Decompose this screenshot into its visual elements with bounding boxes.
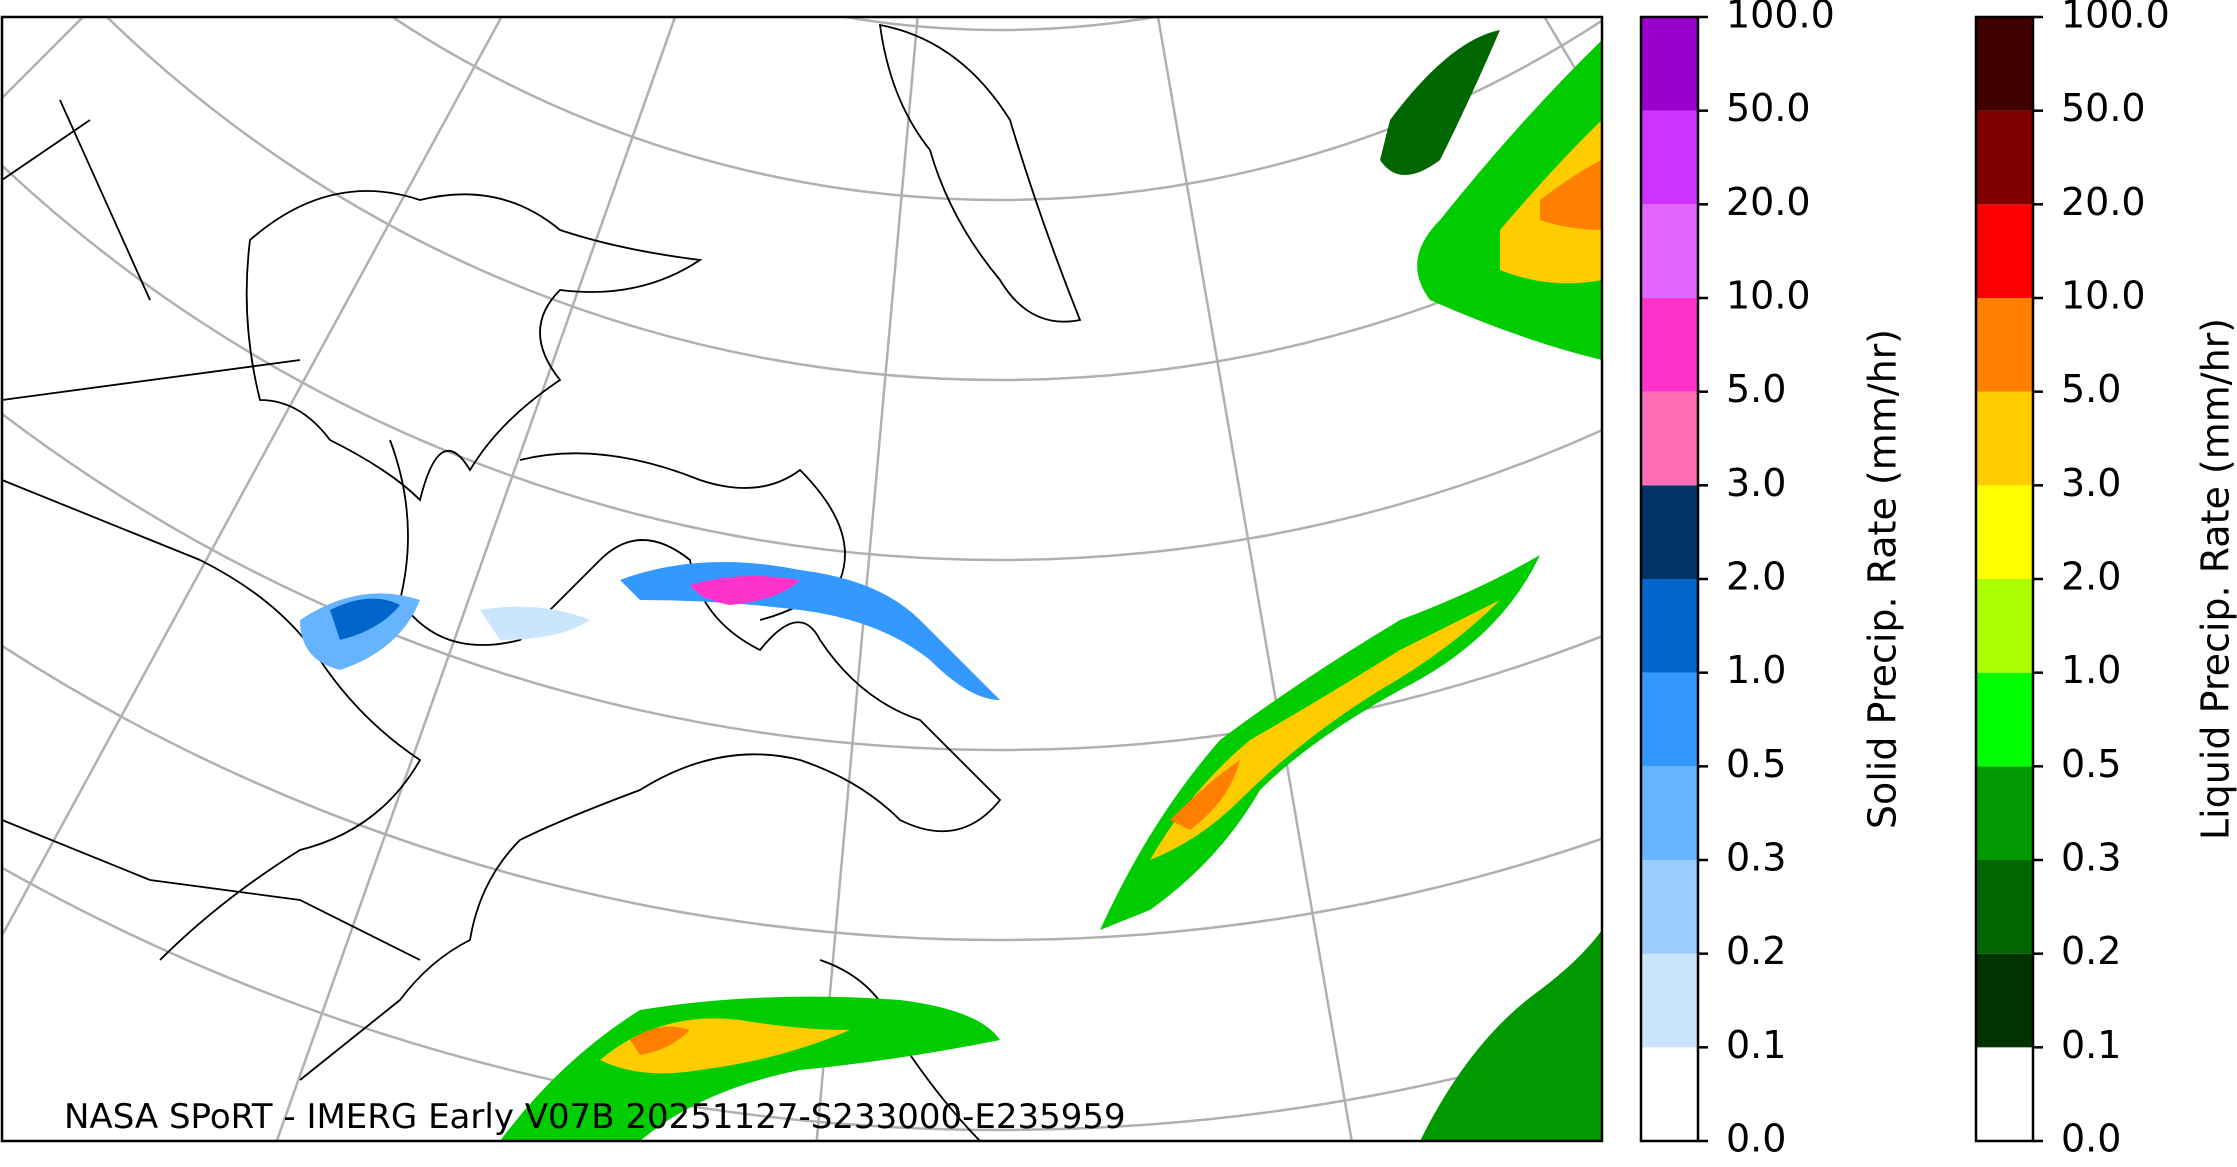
colorbar-segment (1976, 485, 2033, 579)
colorbar-segment (1641, 298, 1698, 392)
colorbar-segment (1641, 953, 1698, 1048)
colorbar-segment (1641, 391, 1698, 486)
colorbar-segment (1976, 672, 2033, 767)
map-frame (0, 15, 1604, 1143)
colorbar-segment (1641, 485, 1698, 579)
colorbar-tick-label: 100.0 (2061, 0, 2170, 37)
colorbar-tick-label: 10.0 (1726, 274, 1811, 318)
colorbar-segment (1976, 953, 2033, 1048)
colorbar-segment (1976, 204, 2033, 298)
colorbar-segment (1641, 860, 1698, 954)
colorbar-tick-label: 5.0 (2061, 367, 2121, 411)
colorbar-tick-label: 0.5 (2061, 742, 2121, 786)
colorbar-tick-label: 5.0 (1726, 367, 1786, 411)
colorbar-tick-label: 0.1 (1726, 1023, 1786, 1067)
colorbar-segment (1641, 766, 1698, 860)
precipitation (300, 30, 1602, 1141)
colorbar-tick-label: 0.3 (1726, 836, 1786, 880)
colorbar-segment (1976, 17, 2033, 111)
colorbar-tick-label: 3.0 (1726, 461, 1786, 505)
colorbar-segment (1976, 298, 2033, 392)
colorbar-tick-label: 100.0 (1726, 0, 1835, 37)
colorbar-segment (1641, 110, 1698, 205)
colorbar-title: Solid Precip. Rate (mm/hr) (1861, 329, 1905, 829)
colorbar-segment (1641, 204, 1698, 298)
colorbar-tick-label: 20.0 (1726, 180, 1811, 224)
colorbar-segment (1976, 110, 2033, 205)
colorbar-tick-label: 2.0 (1726, 555, 1786, 599)
colorbar-tick-label: 0.1 (2061, 1023, 2121, 1067)
colorbar-tick-label: 0.0 (2061, 1117, 2121, 1161)
colorbar-tick-label: 50.0 (1726, 86, 1811, 130)
colorbar-segment (1641, 1047, 1698, 1141)
colorbar-segment (1976, 860, 2033, 954)
colorbar-tick-label: 0.5 (1726, 742, 1786, 786)
colorbar-tick-label: 1.0 (1726, 648, 1786, 692)
colorbar-tick-label: 10.0 (2061, 274, 2146, 318)
colorbar-segment (1976, 1047, 2033, 1141)
colorbar-tick-label: 0.2 (1726, 929, 1786, 973)
colorbar-segment (1641, 579, 1698, 673)
colorbar-title: Liquid Precip. Rate (mm/hr) (2194, 318, 2237, 840)
colorbar-tick-label: 3.0 (2061, 461, 2121, 505)
colorbar-tick-label: 0.0 (1726, 1117, 1786, 1161)
colorbar-segment (1976, 579, 2033, 673)
colorbar-tick-label: 2.0 (2061, 555, 2121, 599)
colorbar-segment (1641, 17, 1698, 111)
credit: NASA SPoRT - IMERG Early V07B 20251127-S… (64, 1097, 1126, 1137)
colorbar-tick-label: 20.0 (2061, 180, 2146, 224)
colorbar-segment (1976, 766, 2033, 860)
colorbar-tick-label: 50.0 (2061, 86, 2146, 130)
colorbar-segment (1976, 391, 2033, 486)
colorbar-segment (1641, 672, 1698, 767)
colorbar-tick-label: 0.3 (2061, 836, 2121, 880)
colorbar-tick-label: 1.0 (2061, 648, 2121, 692)
colorbar-tick-label: 0.2 (2061, 929, 2121, 973)
